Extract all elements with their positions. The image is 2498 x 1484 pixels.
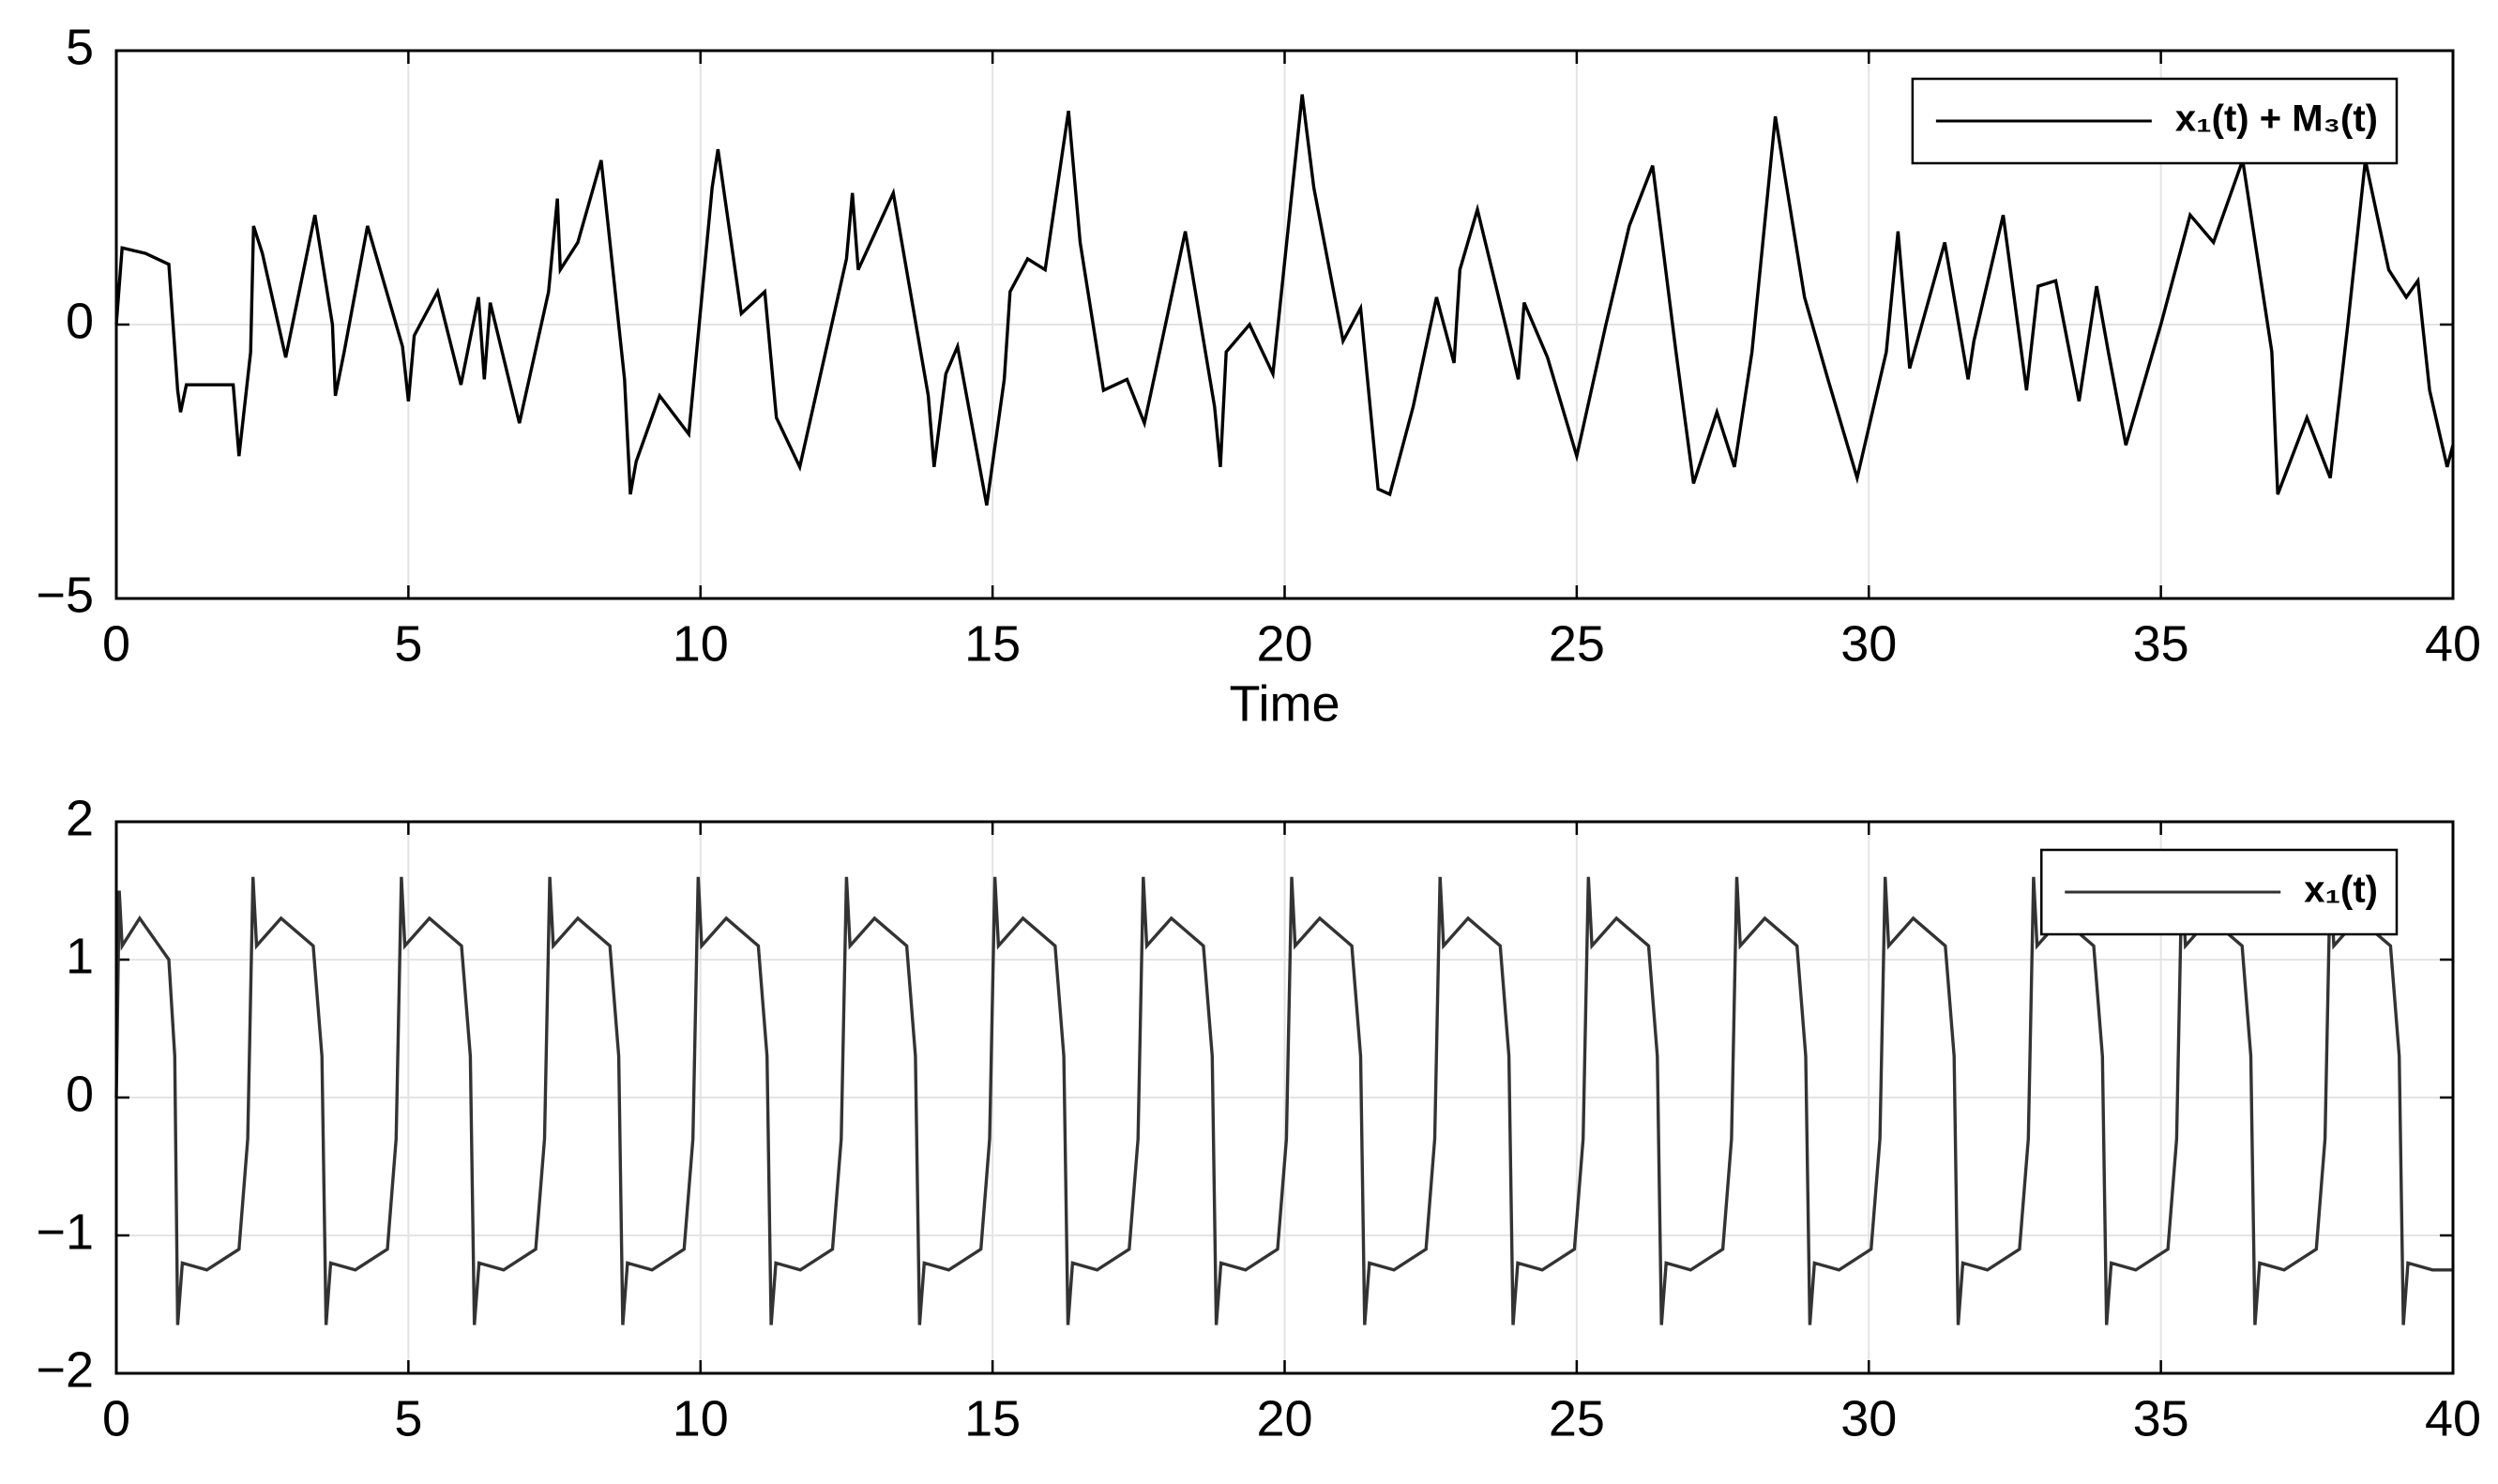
legend: x₁(t) + M₃(t) (1911, 77, 2399, 165)
axes-box (114, 820, 2455, 1375)
y-tick-label: 5 (66, 19, 94, 75)
legend-label: x₁(t) + M₃(t) (2175, 98, 2378, 140)
legend-label: x₁(t) (2304, 870, 2378, 911)
x-tick-label: 30 (1840, 615, 1897, 672)
data-line (114, 94, 2455, 507)
x-tick-label: 20 (1256, 615, 1312, 672)
x-tick-label: 30 (1840, 1390, 1897, 1446)
x-tick-label: 10 (673, 1390, 729, 1446)
y-tick-label: 1 (66, 928, 94, 984)
x-tick-label: 10 (673, 615, 729, 672)
axes-box (114, 49, 2455, 600)
x-tick-label: 5 (394, 615, 422, 672)
x-tick-label: 5 (394, 1390, 422, 1446)
x-tick-label: 40 (2425, 1390, 2481, 1446)
x-tick-label: 35 (2133, 615, 2189, 672)
x-tick-label: 15 (964, 615, 1021, 672)
y-tick-label: −2 (36, 1341, 94, 1398)
x-tick-label: 15 (964, 1390, 1021, 1446)
x-axis-title: Time (1230, 675, 1340, 732)
y-tick-label: 0 (66, 1066, 94, 1122)
y-tick-label: 2 (66, 790, 94, 846)
x-tick-label: 35 (2133, 1390, 2189, 1446)
x-tick-label: 25 (1549, 1390, 1605, 1446)
legend: x₁(t) (2040, 848, 2399, 936)
x-tick-label: 0 (102, 1390, 130, 1446)
y-tick-label: 0 (66, 293, 94, 349)
y-tick-label: −1 (36, 1204, 94, 1260)
x-tick-label: 25 (1549, 615, 1605, 672)
x-tick-label: 0 (102, 615, 130, 672)
x-tick-label: 20 (1256, 1390, 1312, 1446)
x-tick-label: 40 (2425, 615, 2481, 672)
y-tick-label: −5 (36, 567, 94, 623)
